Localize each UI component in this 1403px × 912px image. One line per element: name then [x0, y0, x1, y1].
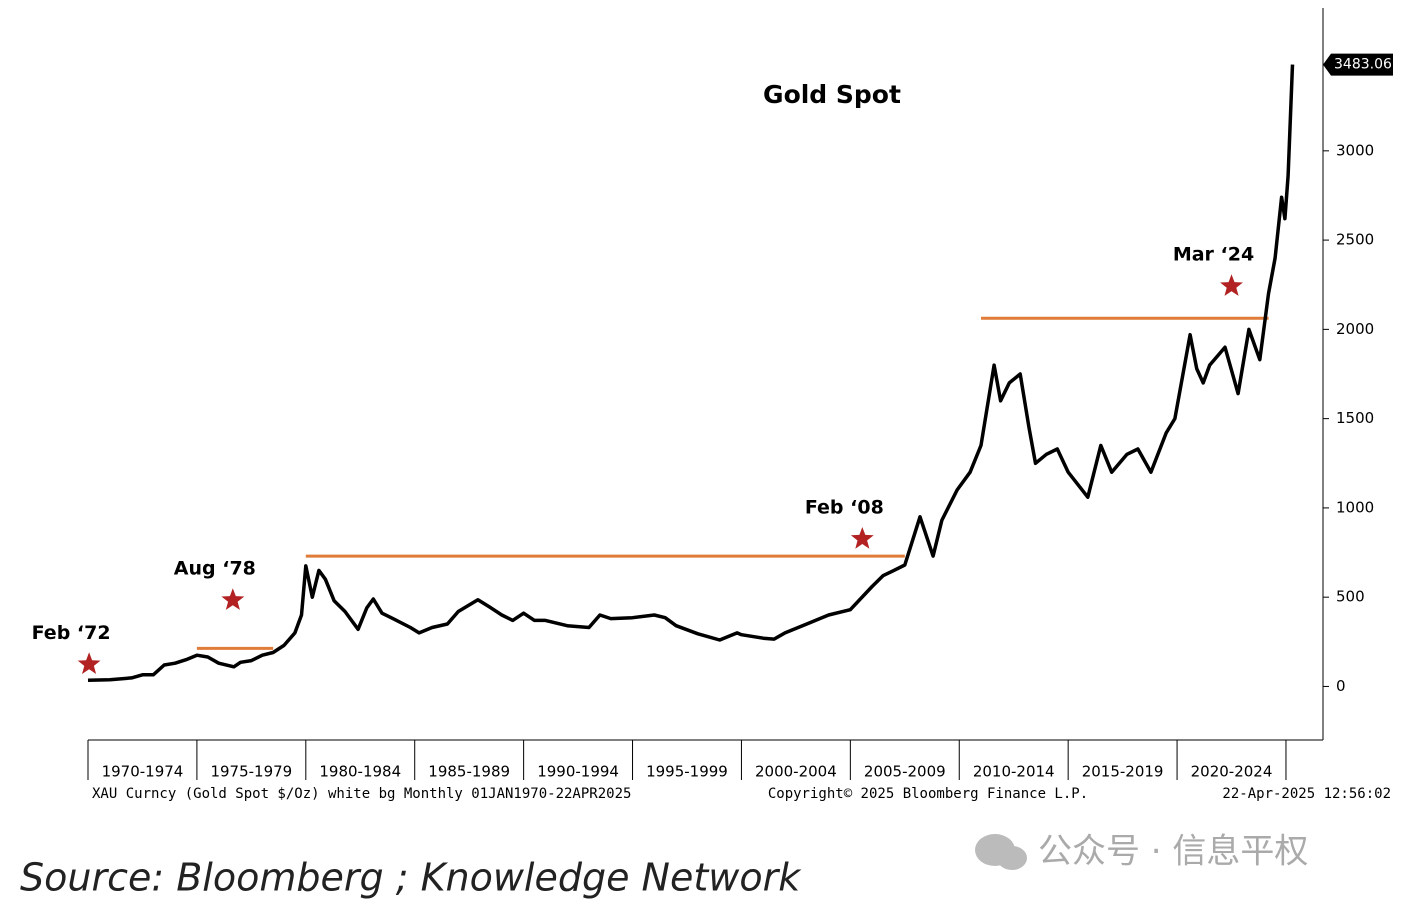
x-tick-label: 1995-1999	[646, 763, 728, 781]
annotation-label: Aug ‘78	[174, 558, 256, 580]
x-tick-label: 1975-1979	[210, 763, 292, 781]
watermark-icon	[975, 834, 1027, 870]
star	[77, 652, 101, 674]
price-line	[87, 64, 1295, 682]
y-tick-label: 2500	[1336, 231, 1374, 249]
y-tick-label: 500	[1336, 588, 1365, 606]
annotation-label: Feb ‘72	[32, 622, 111, 644]
star	[221, 588, 245, 610]
x-tick-label: 2015-2019	[1082, 763, 1164, 781]
y-tick-label: 1000	[1336, 498, 1374, 516]
star	[850, 527, 874, 549]
footer-left: XAU Curncy (Gold Spot $/Oz) white bg Mon…	[92, 786, 631, 802]
watermark: 公众号 · 信息平权	[1038, 832, 1308, 872]
annotation-label: Feb ‘08	[805, 496, 884, 518]
x-tick-label: 1970-1974	[102, 763, 184, 781]
x-tick-label: 2020-2024	[1191, 763, 1273, 781]
last-price-box	[1323, 53, 1393, 76]
y-tick-label: 1500	[1336, 409, 1374, 427]
y-tick-label: 2000	[1336, 320, 1374, 338]
star	[1220, 274, 1243, 296]
chart-title: Gold Spot	[763, 80, 901, 109]
x-tick-label: 1980-1984	[319, 763, 401, 781]
annotation-label: Mar ‘24	[1173, 244, 1254, 266]
y-tick-label: 3000	[1336, 141, 1374, 159]
footer-right: 22-Apr-2025 12:56:02	[1222, 786, 1391, 802]
y-tick-label: 0	[1336, 677, 1346, 695]
x-tick-label: 2005-2009	[864, 763, 946, 781]
x-tick-label: 2010-2014	[973, 763, 1055, 781]
x-tick-label: 1985-1989	[428, 763, 510, 781]
last-price-label: 3483.06	[1334, 57, 1392, 73]
source: Source: Bloomberg ; Knowledge Network	[20, 856, 802, 900]
x-tick-label: 2000-2004	[755, 763, 837, 781]
x-tick-label: 1990-1994	[537, 763, 619, 781]
footer-center: Copyright© 2025 Bloomberg Finance L.P.	[768, 786, 1088, 802]
